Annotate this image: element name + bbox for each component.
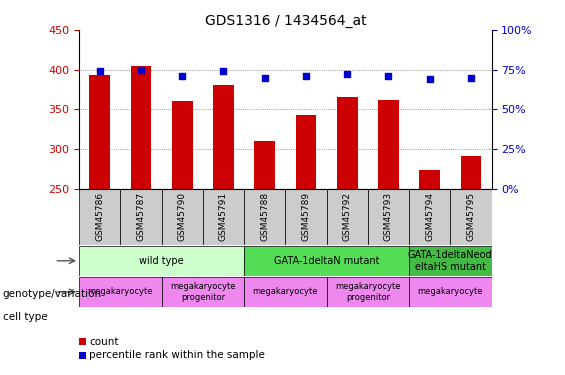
Bar (409, 277, 492, 307)
Bar (419, 170, 440, 189)
Bar (285, 189, 327, 245)
Bar (244, 246, 409, 276)
Bar (244, 189, 285, 245)
Text: GSM45794: GSM45794 (425, 192, 434, 242)
Bar (172, 101, 193, 189)
Text: genotype/variation: genotype/variation (3, 290, 102, 299)
Text: GSM45793: GSM45793 (384, 192, 393, 242)
Bar (79, 246, 244, 276)
Text: GATA-1deltaNeod
eltaHS mutant: GATA-1deltaNeod eltaHS mutant (408, 250, 493, 272)
Text: megakaryocyte: megakaryocyte (253, 287, 318, 296)
Bar (378, 100, 399, 189)
Bar (409, 246, 492, 276)
Text: megakaryocyte: megakaryocyte (88, 287, 153, 296)
Bar (337, 98, 358, 189)
Bar (79, 189, 120, 245)
Text: GSM45791: GSM45791 (219, 192, 228, 242)
Bar (409, 189, 450, 245)
Text: GSM45787: GSM45787 (137, 192, 145, 242)
Point (342, 71, 351, 77)
Point (260, 75, 270, 81)
Title: GDS1316 / 1434564_at: GDS1316 / 1434564_at (205, 13, 366, 28)
Bar (244, 277, 327, 307)
Point (137, 67, 146, 73)
Text: GSM45786: GSM45786 (95, 192, 104, 242)
Text: megakaryocyte
progenitor: megakaryocyte progenitor (170, 282, 236, 302)
Point (178, 73, 187, 79)
Bar (203, 189, 244, 245)
Point (219, 68, 228, 74)
Point (95, 68, 105, 74)
Text: GSM45789: GSM45789 (302, 192, 310, 242)
Bar (89, 75, 110, 189)
Bar (120, 189, 162, 245)
Bar (327, 277, 409, 307)
Text: count: count (89, 337, 119, 346)
Text: megakaryocyte
progenitor: megakaryocyte progenitor (335, 282, 401, 302)
Text: GSM45788: GSM45788 (260, 192, 269, 242)
Bar (295, 115, 316, 189)
Text: GSM45790: GSM45790 (178, 192, 186, 242)
Text: GSM45792: GSM45792 (343, 192, 351, 242)
Text: megakaryocyte: megakaryocyte (418, 287, 483, 296)
Point (302, 73, 311, 79)
Bar (131, 66, 151, 189)
Bar (162, 277, 244, 307)
Bar (460, 156, 481, 189)
Bar (368, 189, 409, 245)
Bar (213, 86, 234, 189)
Bar (450, 189, 492, 245)
Text: wild type: wild type (140, 256, 184, 266)
Point (384, 73, 393, 79)
Text: GATA-1deltaN mutant: GATA-1deltaN mutant (274, 256, 379, 266)
Text: GSM45795: GSM45795 (467, 192, 475, 242)
Point (425, 76, 434, 82)
Point (467, 75, 476, 81)
Bar (327, 189, 368, 245)
Text: cell type: cell type (3, 312, 47, 322)
Bar (254, 141, 275, 189)
Text: percentile rank within the sample: percentile rank within the sample (89, 351, 265, 360)
Bar (79, 277, 162, 307)
Bar (162, 189, 203, 245)
